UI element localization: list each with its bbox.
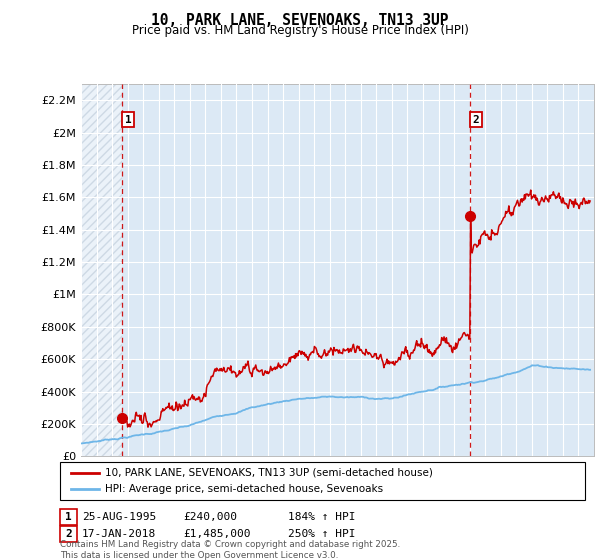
Text: £1,485,000: £1,485,000: [183, 529, 251, 539]
Text: 10, PARK LANE, SEVENOAKS, TN13 3UP (semi-detached house): 10, PARK LANE, SEVENOAKS, TN13 3UP (semi…: [105, 468, 433, 478]
Text: 1: 1: [65, 512, 72, 522]
Text: 1: 1: [125, 115, 131, 125]
Bar: [81, 84, 122, 456]
Text: 250% ↑ HPI: 250% ↑ HPI: [288, 529, 355, 539]
Text: Price paid vs. HM Land Registry's House Price Index (HPI): Price paid vs. HM Land Registry's House …: [131, 24, 469, 38]
Text: 10, PARK LANE, SEVENOAKS, TN13 3UP: 10, PARK LANE, SEVENOAKS, TN13 3UP: [151, 13, 449, 27]
Text: £240,000: £240,000: [183, 512, 237, 522]
Text: 17-JAN-2018: 17-JAN-2018: [82, 529, 157, 539]
Text: HPI: Average price, semi-detached house, Sevenoaks: HPI: Average price, semi-detached house,…: [105, 484, 383, 494]
Text: 184% ↑ HPI: 184% ↑ HPI: [288, 512, 355, 522]
Text: 2: 2: [473, 115, 479, 125]
Text: 2: 2: [65, 529, 72, 539]
Text: Contains HM Land Registry data © Crown copyright and database right 2025.
This d: Contains HM Land Registry data © Crown c…: [60, 540, 400, 559]
Text: 25-AUG-1995: 25-AUG-1995: [82, 512, 157, 522]
